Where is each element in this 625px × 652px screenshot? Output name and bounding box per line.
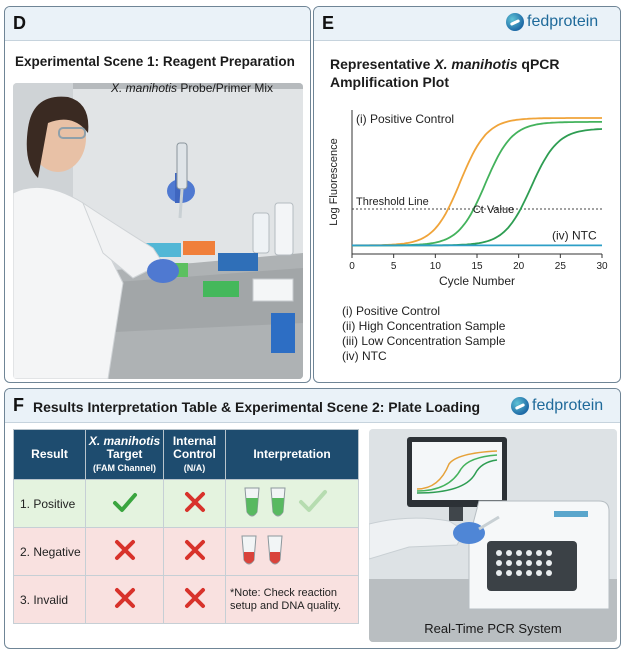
green-tubes-icon — [244, 487, 327, 517]
fedprotein-logo-icon — [511, 397, 529, 415]
panel-e: E fedprotein Representative X. manihotis… — [313, 6, 621, 383]
series-line-2 — [352, 120, 602, 247]
panel-f-letter: F — [13, 395, 24, 415]
x-tick-label: 10 — [430, 261, 442, 272]
lab-scientist-photo — [13, 83, 303, 379]
brand-name: fedprotein — [527, 13, 599, 30]
fedprotein-logo: fedprotein — [511, 397, 603, 415]
x-tick-label: 25 — [555, 261, 567, 272]
y-axis-label: Log Fluorescence — [328, 138, 340, 225]
probe-primer-mix-label: X. manihotis Probe/Primer Mix — [111, 81, 274, 95]
header-interpretation: Interpretation — [225, 429, 359, 480]
brand-name: fedprotein — [532, 397, 604, 414]
result-negative: 2. Negative — [13, 527, 86, 576]
annotation-ct-value: Ct Value — [473, 204, 514, 216]
cross-icon — [85, 575, 164, 624]
panel-f-title: Results Interpretation Table & Experimen… — [33, 399, 481, 415]
x-axis-label: Cycle Number — [439, 274, 515, 288]
panel-e-header — [314, 7, 620, 41]
legend-item-ntc: (iv) NTC — [342, 349, 387, 363]
interpretation-negative — [225, 527, 359, 576]
x-tick-label: 30 — [596, 261, 608, 272]
fedprotein-logo-icon — [506, 13, 524, 31]
table-row: 3. Invalid *Note: Check reaction setup a… — [13, 575, 359, 624]
legend-item-high-concentration: (ii) High Concentration Sample — [342, 319, 506, 333]
legend-item-positive-control: (i) Positive Control — [342, 304, 441, 318]
panel-d: D Experimental Scene 1: Reagent Preparat… — [4, 6, 311, 383]
annotation-ntc: (iv) NTC — [552, 228, 597, 242]
panel-d-title: Experimental Scene 1: Reagent Preparatio… — [15, 54, 295, 69]
chart-title: Representative X. manihotis qPCR Amplifi… — [330, 56, 560, 90]
result-positive: 1. Positive — [13, 479, 86, 528]
red-tubes-icon — [241, 535, 283, 565]
invalid-note: *Note: Check reaction setup and DNA qual… — [225, 575, 359, 624]
pcr-system-illustration — [369, 429, 617, 642]
cross-icon — [163, 527, 226, 576]
panel-f: F Results Interpretation Table & Experim… — [4, 388, 621, 649]
cross-icon — [85, 527, 164, 576]
annotation-positive-control: (i) Positive Control — [356, 112, 454, 126]
x-tick-label: 0 — [349, 261, 355, 272]
table-row: 2. Negative — [13, 527, 359, 576]
header-internal-control: Internal Control (N/A) — [163, 429, 226, 480]
interpretation-positive — [225, 479, 359, 528]
annotation-threshold: Threshold Line — [356, 196, 429, 208]
cross-icon — [163, 575, 226, 624]
result-invalid: 3. Invalid — [13, 575, 86, 624]
legend-item-low-concentration: (iii) Low Concentration Sample — [342, 334, 506, 348]
qpcr-amplification-chart: 0 5 10 15 20 25 30 Cycle Number Log Fluorescence… — [328, 110, 608, 288]
panel-d-header — [5, 7, 310, 41]
check-icon — [85, 479, 164, 528]
lab-scene-illustration — [13, 83, 303, 379]
panel-d-letter: D — [13, 13, 26, 33]
real-time-pcr-photo: Real-Time PCR System — [369, 429, 617, 642]
results-interpretation-table: Result X. manihotis Target (FAM Channel)… — [13, 429, 359, 624]
series-legend-list: (i) Positive Control (ii) High Concentra… — [342, 304, 505, 364]
header-target: X. manihotis Target (FAM Channel) — [85, 429, 164, 480]
pcr-photo-caption: Real-Time PCR System — [424, 621, 562, 636]
x-tick-label: 15 — [471, 261, 483, 272]
table-row: 1. Positive — [13, 479, 359, 528]
x-tick-label: 20 — [513, 261, 525, 272]
cross-icon — [163, 479, 226, 528]
x-tick-label: 5 — [391, 261, 397, 272]
panel-e-letter: E — [322, 13, 335, 33]
header-result: Result — [13, 429, 86, 480]
fedprotein-logo: fedprotein — [506, 13, 598, 31]
table-header-row: Result X. manihotis Target (FAM Channel)… — [13, 429, 359, 480]
